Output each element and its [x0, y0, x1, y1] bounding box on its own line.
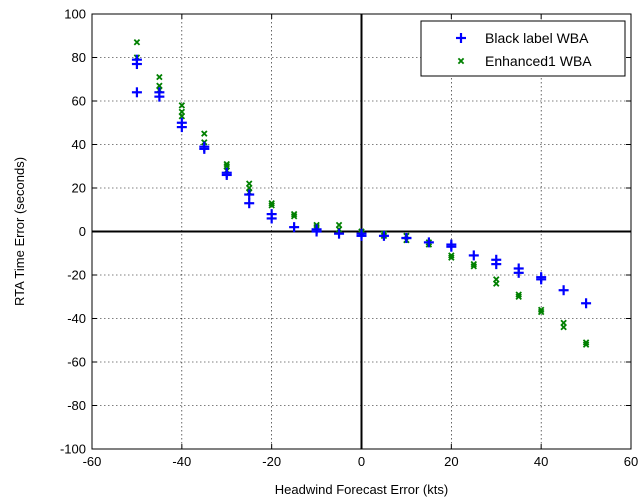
x-tick-label: 60	[624, 454, 638, 469]
legend-label-black-label-wba: Black label WBA	[485, 30, 589, 46]
y-tick-label: -100	[60, 442, 86, 457]
y-tick-label: 100	[64, 7, 86, 22]
y-tick-label: -80	[67, 398, 86, 413]
y-tick-label: -20	[67, 268, 86, 283]
y-tick-label: -60	[67, 355, 86, 370]
x-tick-label: 20	[444, 454, 458, 469]
x-tick-label: 40	[534, 454, 548, 469]
legend: Black label WBA Enhanced1 WBA	[421, 21, 625, 76]
y-tick-label: 60	[72, 94, 86, 109]
x-tick-label: 0	[358, 454, 365, 469]
y-tick-label: 0	[79, 224, 86, 239]
x-axis-title: Headwind Forecast Error (kts)	[275, 482, 448, 497]
legend-label-enhanced1-wba: Enhanced1 WBA	[485, 53, 592, 69]
y-tick-label: -40	[67, 311, 86, 326]
x-tick-label: -20	[262, 454, 281, 469]
y-tick-label: 20	[72, 181, 86, 196]
y-tick-label: 40	[72, 137, 86, 152]
y-tick-label: 80	[72, 50, 86, 65]
x-tick-label: -40	[172, 454, 191, 469]
y-axis-title: RTA Time Error (seconds)	[12, 157, 27, 306]
